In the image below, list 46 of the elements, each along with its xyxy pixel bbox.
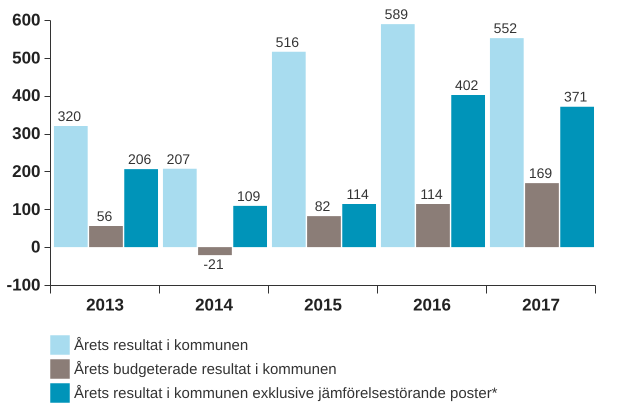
y-tick-label: 0 — [31, 238, 40, 257]
data-label: 552 — [494, 20, 518, 36]
bar — [233, 206, 268, 248]
y-tick-label: 300 — [12, 124, 40, 144]
data-label: 320 — [58, 108, 82, 124]
bar — [307, 216, 341, 248]
legend-label: Årets budgeterade resultat i kommunen — [74, 360, 337, 378]
data-label: 589 — [384, 6, 408, 22]
bar — [451, 94, 486, 248]
legend-label: Årets resultat i kommunen exklusive jämförelsestörande poster* — [74, 384, 498, 402]
data-label: 82 — [314, 198, 330, 214]
x-tick-label: 2013 — [86, 296, 124, 314]
data-label: 169 — [528, 165, 552, 182]
y-tick-label: 400 — [12, 86, 40, 106]
bar — [272, 52, 306, 248]
bar — [54, 126, 88, 248]
bar — [124, 169, 158, 248]
x-tick-label: 2016 — [413, 296, 451, 314]
legend-label: Årets resultat i kommunen — [74, 336, 248, 354]
y-tick-label: 500 — [12, 48, 40, 68]
bar — [342, 204, 376, 248]
data-label: 516 — [276, 34, 300, 50]
bar — [560, 106, 594, 248]
data-label: -21 — [203, 256, 224, 272]
data-label: 206 — [128, 151, 152, 168]
data-label: 207 — [166, 150, 190, 167]
data-label: 109 — [236, 188, 261, 204]
x-tick-label: 2015 — [304, 296, 342, 314]
data-label: 371 — [564, 88, 588, 105]
data-label: 56 — [96, 208, 112, 224]
x-tick-label: 2014 — [195, 296, 234, 314]
y-tick-label: 100 — [12, 200, 40, 219]
x-tick-label: 2017 — [522, 296, 560, 314]
bar — [198, 247, 232, 256]
data-label: 402 — [454, 76, 479, 93]
bar — [380, 24, 415, 248]
bar — [525, 183, 559, 248]
bar — [162, 168, 197, 248]
y-tick-label: 200 — [12, 162, 40, 181]
y-tick-label: -100 — [6, 276, 40, 294]
data-label: 114 — [420, 186, 443, 202]
y-tick-label: 600 — [12, 10, 40, 30]
bar — [416, 204, 450, 248]
bar — [89, 226, 123, 248]
bar — [490, 38, 524, 248]
data-label: 114 — [346, 186, 370, 202]
